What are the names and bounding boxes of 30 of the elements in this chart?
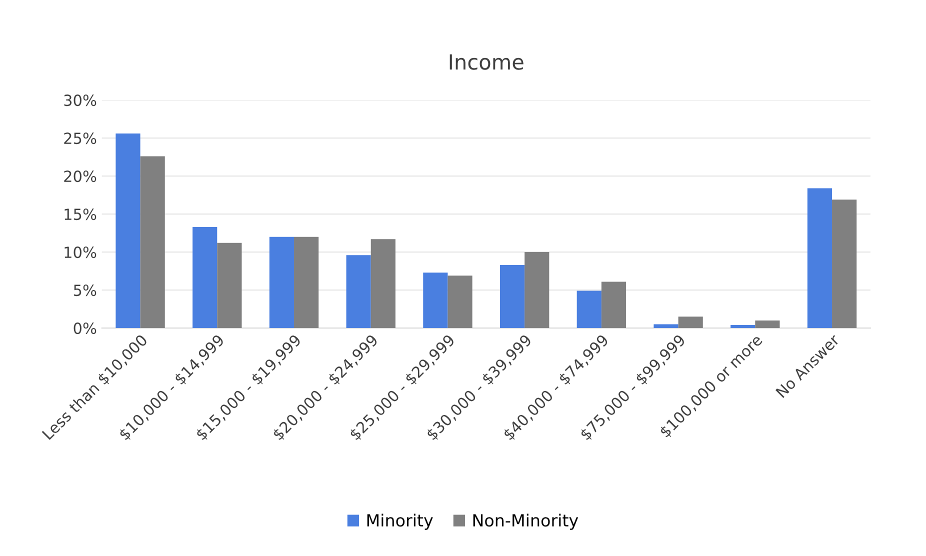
y-tick-label: 0% [74, 322, 96, 334]
chart-title: Income [450, 54, 524, 70]
bar [140, 156, 165, 328]
y-tick-label: 30% [64, 94, 96, 106]
bar [116, 134, 140, 328]
bar [601, 282, 626, 328]
bar [654, 324, 678, 328]
bar [269, 236, 294, 328]
bar [678, 316, 703, 328]
bar [807, 188, 832, 328]
bar [217, 242, 242, 328]
legend-label: Minority [367, 514, 433, 530]
y-tick-label: 20% [64, 170, 96, 182]
y-tick-label: 10% [64, 246, 96, 258]
y-tick-label: 25% [64, 132, 96, 144]
bar [832, 200, 857, 328]
bar [500, 264, 525, 328]
bar [730, 325, 756, 328]
bar [192, 226, 218, 328]
legend-label: Non-Minority [473, 514, 578, 530]
bar [294, 236, 319, 328]
bar [576, 290, 602, 328]
bar [755, 320, 780, 328]
y-tick-label: 5% [74, 284, 96, 296]
bar [346, 255, 371, 328]
y-tick-label: 15% [64, 208, 96, 220]
bar [524, 252, 550, 328]
bar [448, 276, 472, 328]
bar [370, 239, 396, 328]
bar [423, 272, 448, 328]
